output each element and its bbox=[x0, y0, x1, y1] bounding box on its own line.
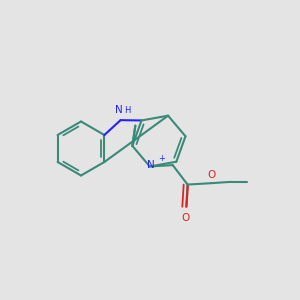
Text: O: O bbox=[207, 169, 215, 180]
Text: H: H bbox=[124, 106, 130, 115]
Text: O: O bbox=[182, 213, 190, 223]
Text: N: N bbox=[147, 160, 155, 170]
Text: N: N bbox=[115, 105, 123, 115]
Text: +: + bbox=[158, 154, 165, 163]
